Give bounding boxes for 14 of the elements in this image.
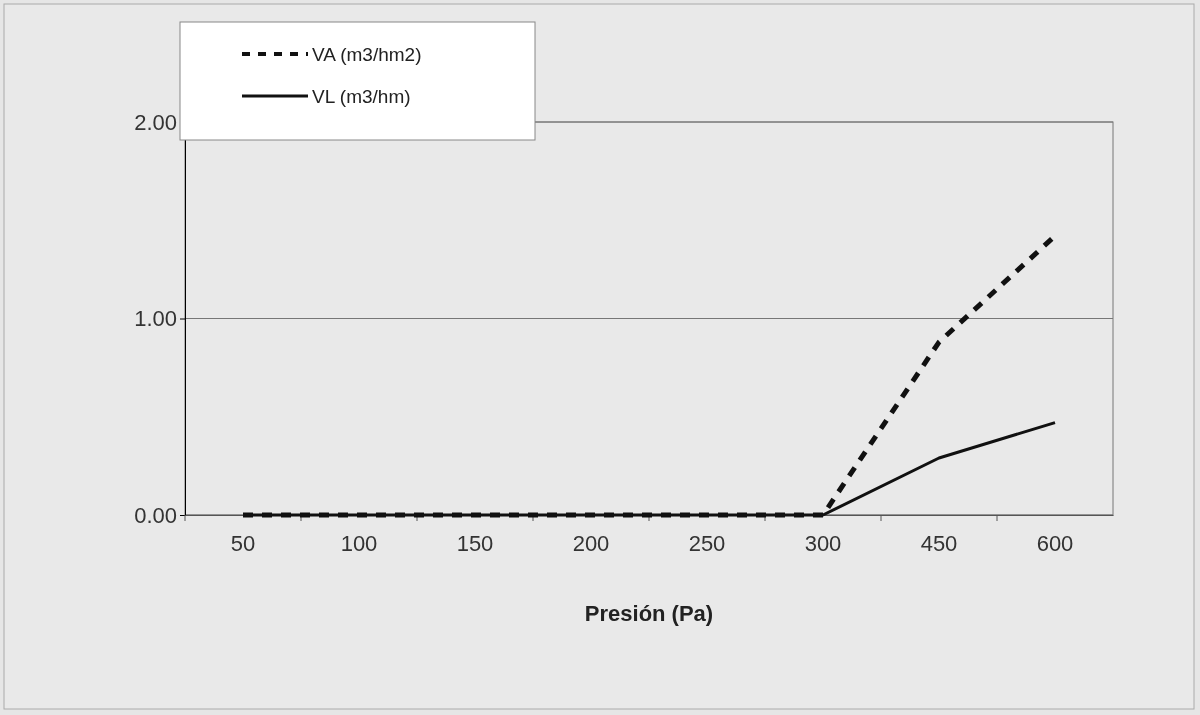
x-tick-label: 200 xyxy=(572,530,610,556)
x-tick-label: 600 xyxy=(1036,530,1074,556)
x-tick-label: 450 xyxy=(920,530,958,556)
legend-label: VL (m3/hm) xyxy=(312,86,411,107)
x-tick-label: 150 xyxy=(456,530,494,556)
x-tick-label: 50 xyxy=(230,530,256,556)
x-axis-title: Presión (Pa) xyxy=(584,601,714,626)
x-tick-label: 300 xyxy=(804,530,842,556)
y-tick-label: 0.00 xyxy=(134,502,177,528)
x-tick-label: 250 xyxy=(688,530,726,556)
x-tick-label: 100 xyxy=(340,530,378,556)
y-tick-label: 1.00 xyxy=(134,306,177,332)
legend-label: VA (m3/hm2) xyxy=(312,44,422,65)
y-tick-label: 2.00 xyxy=(134,109,177,135)
